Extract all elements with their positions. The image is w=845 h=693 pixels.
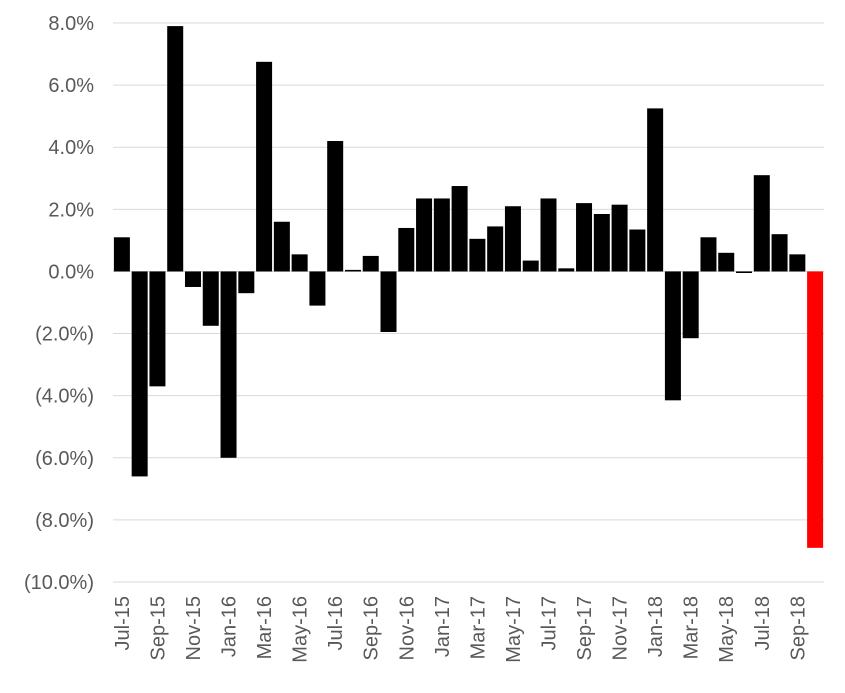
bar-sep-17 <box>576 203 593 272</box>
x-tick-label: Mar-18 <box>681 596 703 659</box>
bar-dec-15 <box>202 271 219 326</box>
x-tick-label: Sep-17 <box>574 596 596 661</box>
bar-oct-17 <box>593 213 610 272</box>
x-tick-label: Sep-18 <box>787 596 809 661</box>
y-tick-label: 0.0% <box>48 261 94 283</box>
y-tick-label: (2.0%) <box>35 324 94 346</box>
y-tick-label: 2.0% <box>48 199 94 221</box>
x-tick-label: Jan-16 <box>219 596 241 657</box>
bar-jan-18 <box>647 108 664 272</box>
grid-lines <box>113 22 824 583</box>
bars <box>113 26 824 548</box>
bar-may-18 <box>718 252 735 272</box>
bar-aug-17 <box>558 268 575 272</box>
bar-sep-18 <box>789 254 806 272</box>
x-tick-label: Jul-17 <box>538 596 560 650</box>
bar-jul-15 <box>113 237 130 272</box>
bar-may-16 <box>291 254 308 272</box>
bar-apr-18 <box>700 237 717 272</box>
x-tick-label: Nov-17 <box>610 596 632 660</box>
y-tick-label: 4.0% <box>48 137 94 159</box>
bar-jul-16 <box>327 141 344 272</box>
x-tick-label: Mar-17 <box>467 596 489 659</box>
bar-dec-17 <box>629 229 646 272</box>
y-tick-label: (8.0%) <box>35 510 94 532</box>
bar-jan-17 <box>433 198 450 272</box>
bar-jan-16 <box>220 271 237 458</box>
bar-aug-18 <box>771 234 788 272</box>
bar-oct-18 <box>807 271 824 548</box>
x-tick-label: Jan-17 <box>432 596 454 657</box>
x-tick-label: Jul-16 <box>325 596 347 650</box>
bar-aug-15 <box>131 271 148 477</box>
bar-jul-17 <box>540 198 557 272</box>
x-tick-label: Jul-15 <box>112 596 134 650</box>
x-axis: Jul-15 Sep-15 Nov-15 Jan-16 Mar-16 May-16 Jul-… <box>112 596 809 663</box>
x-tick-label: Mar-16 <box>254 596 276 659</box>
x-tick-label: May-18 <box>716 596 738 663</box>
bar-jun-17 <box>522 260 539 272</box>
bar-jun-18 <box>736 271 753 273</box>
bar-mar-18 <box>682 271 699 339</box>
bar-jul-18 <box>753 175 770 272</box>
x-tick-label: May-17 <box>503 596 525 663</box>
bar-mar-17 <box>469 238 486 272</box>
x-tick-label: Nov-16 <box>396 596 418 660</box>
y-tick-label: 8.0% <box>48 13 94 35</box>
x-tick-label: May-16 <box>290 596 312 663</box>
y-tick-label: 6.0% <box>48 75 94 97</box>
bar-nov-17 <box>611 204 628 272</box>
y-tick-label: (4.0%) <box>35 386 94 408</box>
bar-jun-16 <box>309 271 326 306</box>
bar-oct-15 <box>167 26 184 272</box>
bar-feb-17 <box>451 186 468 272</box>
bar-apr-17 <box>487 226 504 272</box>
x-tick-label: Nov-15 <box>183 596 205 660</box>
x-tick-label: Jan-18 <box>645 596 667 657</box>
bar-aug-16 <box>344 269 361 272</box>
bar-apr-16 <box>273 221 290 272</box>
y-tick-label: (6.0%) <box>35 448 94 470</box>
bar-dec-16 <box>416 198 433 272</box>
y-tick-label: (10.0%) <box>24 572 94 594</box>
bar-nov-15 <box>184 271 201 287</box>
bar-feb-16 <box>238 271 255 294</box>
x-tick-label: Sep-15 <box>147 596 169 661</box>
x-tick-label: Jul-18 <box>752 596 774 650</box>
x-tick-label: Sep-16 <box>361 596 383 661</box>
bar-may-17 <box>504 206 521 272</box>
bar-sep-15 <box>149 271 166 387</box>
bar-mar-16 <box>256 61 273 272</box>
bar-nov-16 <box>398 227 415 272</box>
bar-oct-16 <box>380 271 397 333</box>
y-axis: 8.0% 6.0% 4.0% 2.0% 0.0% (2.0%) (4.0%) (6.0%) (8… <box>24 13 94 594</box>
bar-feb-18 <box>664 271 681 401</box>
bar-sep-16 <box>362 255 379 272</box>
